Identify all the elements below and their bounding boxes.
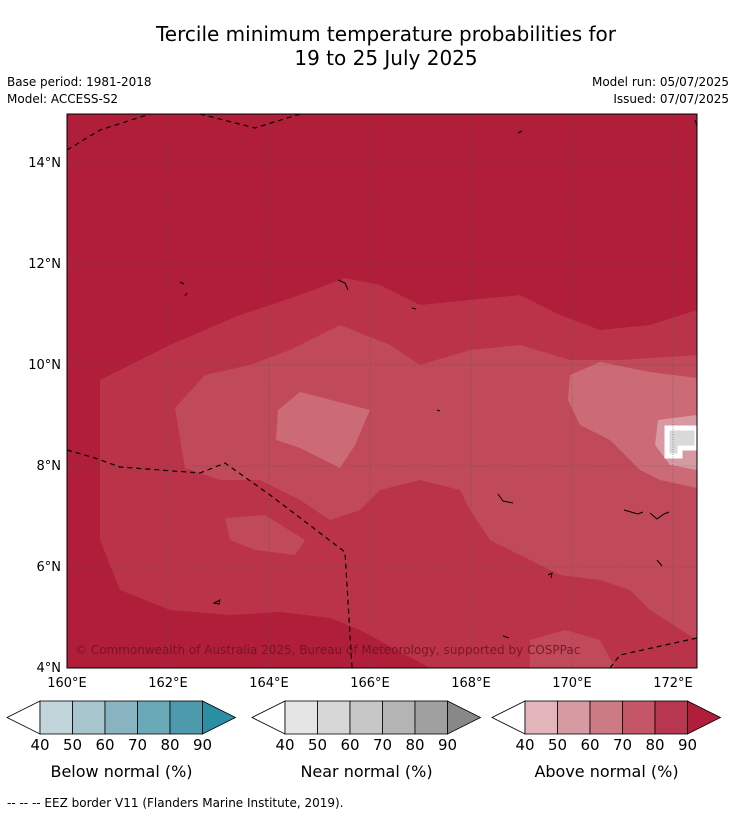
- legend-title-below: Below normal (%): [50, 762, 193, 781]
- lon-tick: 164°E: [249, 676, 289, 691]
- legend-tick-label: 90: [438, 736, 457, 754]
- legend-tick-label: 60: [580, 736, 599, 754]
- above-60-region: [276, 392, 370, 468]
- legend-swatch: [72, 700, 106, 735]
- model-name: Model: ACCESS-S2: [7, 92, 119, 106]
- legend-swatch: [524, 700, 558, 735]
- legend-below: 40 50 60 70 80 90: [6, 700, 237, 754]
- legend-swatch: [39, 700, 73, 735]
- map-fill-layer: [67, 114, 697, 668]
- legend-tick-label: 40: [275, 736, 294, 754]
- copyright-notice: © Commonwealth of Australia 2025, Bureau…: [75, 643, 580, 657]
- legend-tick-label: 80: [645, 736, 664, 754]
- legend-swatch: [447, 700, 482, 735]
- lon-tick: 160°E: [47, 676, 87, 691]
- lat-tick: 10°N: [28, 358, 61, 373]
- lon-tick: 170°E: [552, 676, 592, 691]
- meta-right: Model run: 05/07/2025 Issued: 07/07/2025: [592, 74, 729, 108]
- meta-left: Base period: 1981-2018 Model: ACCESS-S2: [7, 74, 152, 108]
- legend-swatch: [284, 700, 318, 735]
- legend-swatch: [169, 700, 203, 735]
- legend-swatch: [202, 700, 237, 735]
- legend-tick-label: 70: [613, 736, 632, 754]
- eez-footnote: -- -- -- EEZ border V11 (Flanders Marine…: [7, 796, 344, 810]
- legend-tick-label: 50: [548, 736, 567, 754]
- legend-tick-label: 80: [405, 736, 424, 754]
- lon-tick: 166°E: [350, 676, 390, 691]
- title-line-1: Tercile minimum temperature probabilitie…: [155, 22, 617, 46]
- legend-swatch: [589, 700, 623, 735]
- lon-tick: 162°E: [148, 676, 188, 691]
- model-run: Model run: 05/07/2025: [591, 75, 729, 89]
- near-normal-patch: [664, 425, 697, 459]
- above-70-southeast: [530, 630, 615, 668]
- legend-swatch: [6, 700, 41, 735]
- above-70-patch: [225, 515, 305, 555]
- legend-near: 40 50 60 70 80 90: [251, 700, 482, 754]
- legend-tick-label: 60: [95, 736, 114, 754]
- legend-tick-label: 40: [30, 736, 49, 754]
- lat-tick: 12°N: [28, 257, 61, 272]
- legend-swatch: [622, 700, 656, 735]
- legend-tick-label: 60: [340, 736, 359, 754]
- lat-tick: 4°N: [37, 661, 62, 676]
- legend-tick-label: 50: [308, 736, 327, 754]
- map-frame: [66, 113, 698, 669]
- legend-tick-label: 70: [373, 736, 392, 754]
- legend-swatch: [317, 700, 351, 735]
- legend-swatch: [104, 700, 138, 735]
- island-outlines: [179, 119, 698, 639]
- legend-swatch: [349, 700, 383, 735]
- legend-swatch: [654, 700, 688, 735]
- legend-tick-label: 40: [515, 736, 534, 754]
- legend-tick-label: 50: [63, 736, 82, 754]
- issued-date: Issued: 07/07/2025: [613, 92, 729, 106]
- legend-swatch: [382, 700, 416, 735]
- lon-tick: 168°E: [451, 676, 491, 691]
- probability-map: © Commonwealth of Australia 2025, Bureau…: [28, 113, 698, 691]
- lon-tick: 172°E: [653, 676, 693, 691]
- base-period: Base period: 1981-2018: [7, 75, 152, 89]
- legend-swatch: [491, 700, 526, 735]
- legend-title-near: Near normal (%): [300, 762, 433, 781]
- legend-above: 40 50 60 70 80 90: [491, 700, 722, 754]
- lat-tick: 6°N: [37, 560, 62, 575]
- legend-swatch: [414, 700, 448, 735]
- legend-colorbars: 40 50 60 70 80 90 40 50 60 70 80 90 40 50 60 70 80 90: [6, 700, 722, 754]
- legend-swatch: [687, 700, 722, 735]
- legend-swatch: [137, 700, 171, 735]
- legend-swatch: [251, 700, 286, 735]
- title-line-2: 19 to 25 July 2025: [294, 46, 478, 70]
- legend-title-above: Above normal (%): [534, 762, 679, 781]
- eez-borders: [66, 113, 698, 669]
- lat-tick: 14°N: [28, 156, 61, 171]
- legend-tick-label: 90: [678, 736, 697, 754]
- legend-tick-label: 70: [128, 736, 147, 754]
- lat-tick: 8°N: [37, 459, 62, 474]
- chart-title: Tercile minimum temperature probabilitie…: [0, 22, 736, 70]
- legend-tick-label: 80: [160, 736, 179, 754]
- latitude-axis: 4°N 6°N 8°N 10°N 12°N 14°N: [28, 156, 61, 676]
- legend-swatch: [557, 700, 591, 735]
- longitude-axis: 160°E 162°E 164°E 166°E 168°E 170°E 172°…: [47, 676, 693, 691]
- legend-tick-label: 90: [193, 736, 212, 754]
- gridlines: [67, 114, 697, 668]
